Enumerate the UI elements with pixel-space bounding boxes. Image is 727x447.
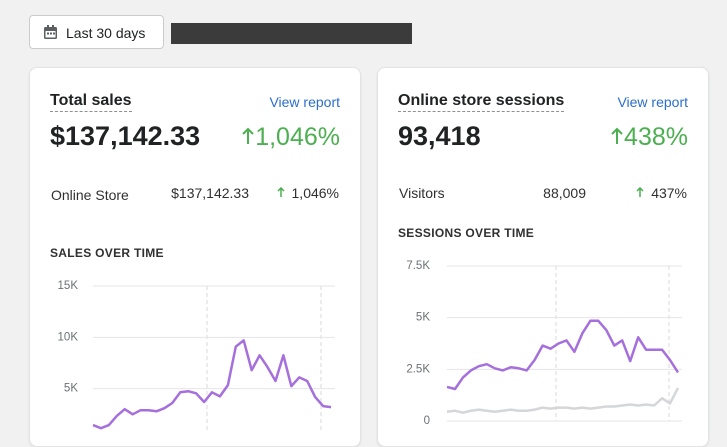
view-report-link[interactable]: View report — [617, 94, 688, 110]
up-arrow — [636, 186, 644, 197]
metric-change-text: 1,046% — [255, 123, 340, 151]
chart-title: SESSIONS OVER TIME — [398, 226, 535, 240]
charts-layer: 5K 10K 15K 0 2.5K 5K 7.5K — [58, 260, 682, 432]
metric-change: 1,046% — [241, 123, 340, 152]
breakdown-value: $137,142.33 — [171, 185, 249, 201]
y-tick-label: 0 — [424, 415, 430, 427]
sales-card: Total sales View report $137,142.33 1,04… — [29, 67, 361, 447]
date-range-label: Last 30 days — [66, 25, 146, 41]
series-line — [446, 387, 680, 414]
breakdown-change: 1,046% — [276, 185, 339, 201]
up-arrow — [242, 127, 254, 144]
metric-value: 93,418 — [398, 121, 481, 151]
page: Last 30 days Total sales View report $13… — [29, 15, 709, 447]
series-line — [446, 319, 680, 391]
metric-change-text: 438% — [624, 123, 688, 151]
up-arrow — [611, 127, 623, 144]
y-tick-label: 7.5K — [406, 260, 430, 272]
date-range-button[interactable]: Last 30 days — [29, 15, 164, 49]
metric-value: $137,142.33 — [50, 121, 201, 151]
breakdown-change: 437% — [635, 185, 687, 201]
y-tick-label: 5K — [64, 383, 78, 395]
series-line — [92, 339, 332, 430]
breakdown-change-text: 437% — [651, 185, 687, 201]
view-report-link[interactable]: View report — [269, 94, 340, 110]
breakdown-change-text: 1,046% — [291, 185, 339, 201]
y-tick-label: 5K — [416, 312, 430, 324]
y-tick-label: 2.5K — [406, 363, 430, 375]
sessions-card: Online store sessions View report 93,418… — [377, 67, 709, 447]
breakdown-label: Online Store — [51, 187, 129, 203]
breakdown-label: Visitors — [399, 185, 445, 201]
chart-title: SALES OVER TIME — [50, 246, 164, 260]
card-title: Total sales — [50, 92, 132, 112]
up-arrow — [277, 186, 285, 197]
y-tick-label: 15K — [58, 280, 79, 292]
y-tick-label: 10K — [58, 331, 79, 343]
metric-change: 438% — [610, 123, 688, 152]
breakdown-value: 88,009 — [543, 185, 586, 201]
calendar-icon — [44, 25, 57, 39]
redacted-bar — [171, 23, 412, 44]
card-title: Online store sessions — [398, 92, 565, 112]
